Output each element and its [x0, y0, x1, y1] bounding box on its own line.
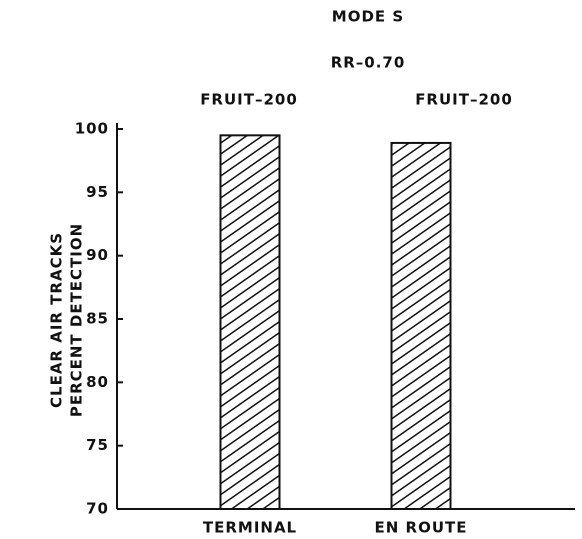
y-tick-label: 90 — [86, 246, 109, 264]
x-tick-label: EN ROUTE — [375, 519, 468, 537]
bar — [390, 141, 452, 511]
bar — [219, 134, 281, 510]
y-tick-label: 85 — [86, 310, 109, 328]
chart-subtitle: RR–0.70 — [331, 54, 406, 72]
chart-title: MODE S — [332, 8, 404, 26]
y-tick-label: 100 — [75, 120, 109, 138]
annotation: FRUIT–200 — [200, 91, 298, 109]
y-tick-label: 70 — [86, 500, 109, 518]
annotation: FRUIT–200 — [415, 91, 513, 109]
y-tick-label: 95 — [86, 183, 109, 201]
y-tick-label: 80 — [86, 373, 109, 391]
y-axis-label: CLEAR AIR TRACKS — [48, 232, 66, 408]
x-tick-label: TERMINAL — [203, 519, 297, 537]
y-tick-label: 75 — [86, 436, 109, 454]
y-axis-label: PERCENT DETECTION — [68, 223, 86, 417]
